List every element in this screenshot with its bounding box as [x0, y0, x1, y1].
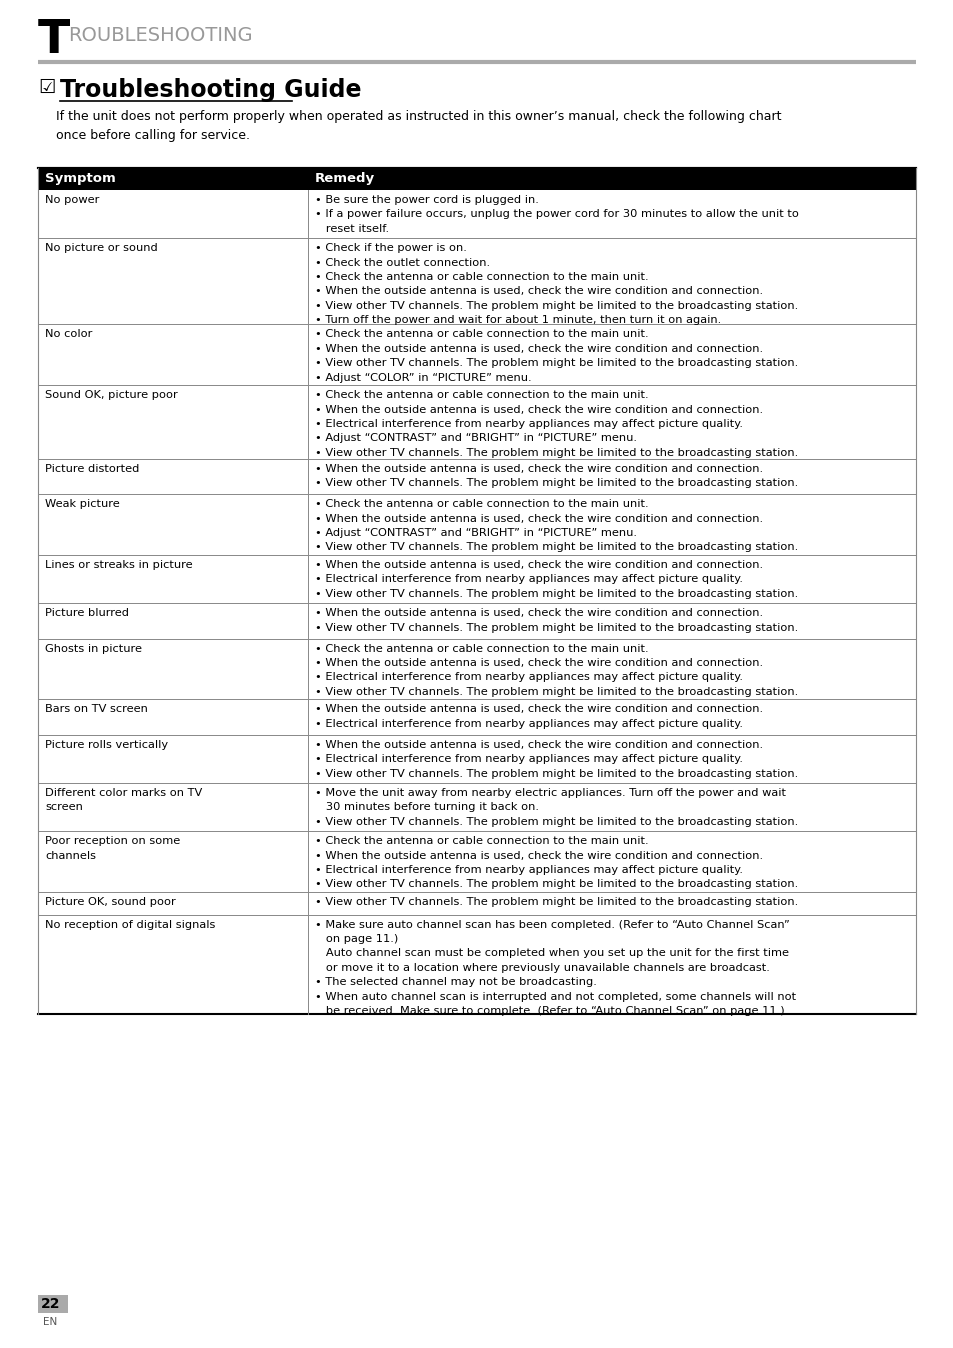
Text: 22: 22 [41, 1297, 60, 1312]
Text: • When the outside antenna is used, check the wire condition and connection.
• V: • When the outside antenna is used, chec… [314, 608, 798, 632]
Bar [38, 190, 915, 239]
Bar [38, 239, 915, 325]
Text: No reception of digital signals: No reception of digital signals [45, 919, 215, 930]
Text: Symptom: Symptom [45, 173, 115, 185]
Bar [38, 458, 915, 495]
Bar [38, 735, 915, 783]
Text: Picture blurred: Picture blurred [45, 608, 129, 619]
Text: • Check the antenna or cable connection to the main unit.
• When the outside ant: • Check the antenna or cable connection … [314, 836, 798, 890]
Bar [38, 555, 915, 603]
Text: ROUBLESHOOTING: ROUBLESHOOTING [68, 26, 253, 44]
Text: Troubleshooting Guide: Troubleshooting Guide [60, 78, 361, 102]
Text: ☑: ☑ [38, 78, 55, 97]
Text: Lines or streaks in picture: Lines or streaks in picture [45, 559, 193, 570]
Text: Weak picture: Weak picture [45, 499, 120, 510]
Text: Ghosts in picture: Ghosts in picture [45, 643, 142, 654]
Text: Picture rolls vertically: Picture rolls vertically [45, 740, 168, 749]
Text: • When the outside antenna is used, check the wire condition and connection.
• V: • When the outside antenna is used, chec… [314, 464, 798, 488]
Bar [38, 495, 915, 555]
Text: EN: EN [43, 1317, 57, 1326]
Text: Picture distorted: Picture distorted [45, 464, 139, 473]
Bar [38, 700, 915, 735]
Text: • Check the antenna or cable connection to the main unit.
• When the outside ant: • Check the antenna or cable connection … [314, 643, 798, 697]
Text: • Check the antenna or cable connection to the main unit.
• When the outside ant: • Check the antenna or cable connection … [314, 329, 798, 383]
Text: • When the outside antenna is used, check the wire condition and connection.
• E: • When the outside antenna is used, chec… [314, 705, 762, 729]
Text: Picture OK, sound poor: Picture OK, sound poor [45, 896, 175, 907]
Text: T: T [38, 18, 71, 63]
Bar [38, 892, 915, 915]
Bar [38, 386, 915, 458]
Bar [38, 325, 915, 386]
Text: Remedy: Remedy [314, 173, 375, 185]
Text: • Be sure the power cord is plugged in.
• If a power failure occurs, unplug the : • Be sure the power cord is plugged in. … [314, 195, 798, 233]
Text: Poor reception on some
channels: Poor reception on some channels [45, 836, 180, 860]
Text: • Move the unit away from nearby electric appliances. Turn off the power and wai: • Move the unit away from nearby electri… [314, 789, 798, 826]
Bar [38, 603, 915, 639]
Text: • When the outside antenna is used, check the wire condition and connection.
• E: • When the outside antenna is used, chec… [314, 740, 798, 779]
Text: • Check the antenna or cable connection to the main unit.
• When the outside ant: • Check the antenna or cable connection … [314, 390, 798, 458]
Bar [38, 1295, 68, 1313]
Text: • Make sure auto channel scan has been completed. (Refer to “Auto Channel Scan”
: • Make sure auto channel scan has been c… [314, 919, 796, 1016]
Text: Different color marks on TV
screen: Different color marks on TV screen [45, 789, 202, 813]
Text: No power: No power [45, 195, 99, 205]
Text: • View other TV channels. The problem might be limited to the broadcasting stati: • View other TV channels. The problem mi… [314, 896, 798, 907]
Text: If the unit does not perform properly when operated as instructed in this owner’: If the unit does not perform properly wh… [56, 111, 781, 142]
Text: • When the outside antenna is used, check the wire condition and connection.
• E: • When the outside antenna is used, chec… [314, 559, 798, 599]
Text: No color: No color [45, 329, 92, 340]
Bar [38, 783, 915, 832]
Bar [38, 832, 915, 892]
Bar [38, 168, 915, 190]
Text: • Check the antenna or cable connection to the main unit.
• When the outside ant: • Check the antenna or cable connection … [314, 499, 798, 553]
Text: Sound OK, picture poor: Sound OK, picture poor [45, 390, 177, 400]
Bar [38, 915, 915, 1014]
Bar [38, 639, 915, 700]
Text: • Check if the power is on.
• Check the outlet connection.
• Check the antenna o: • Check if the power is on. • Check the … [314, 243, 798, 325]
Text: No picture or sound: No picture or sound [45, 243, 157, 253]
Text: Bars on TV screen: Bars on TV screen [45, 705, 148, 714]
